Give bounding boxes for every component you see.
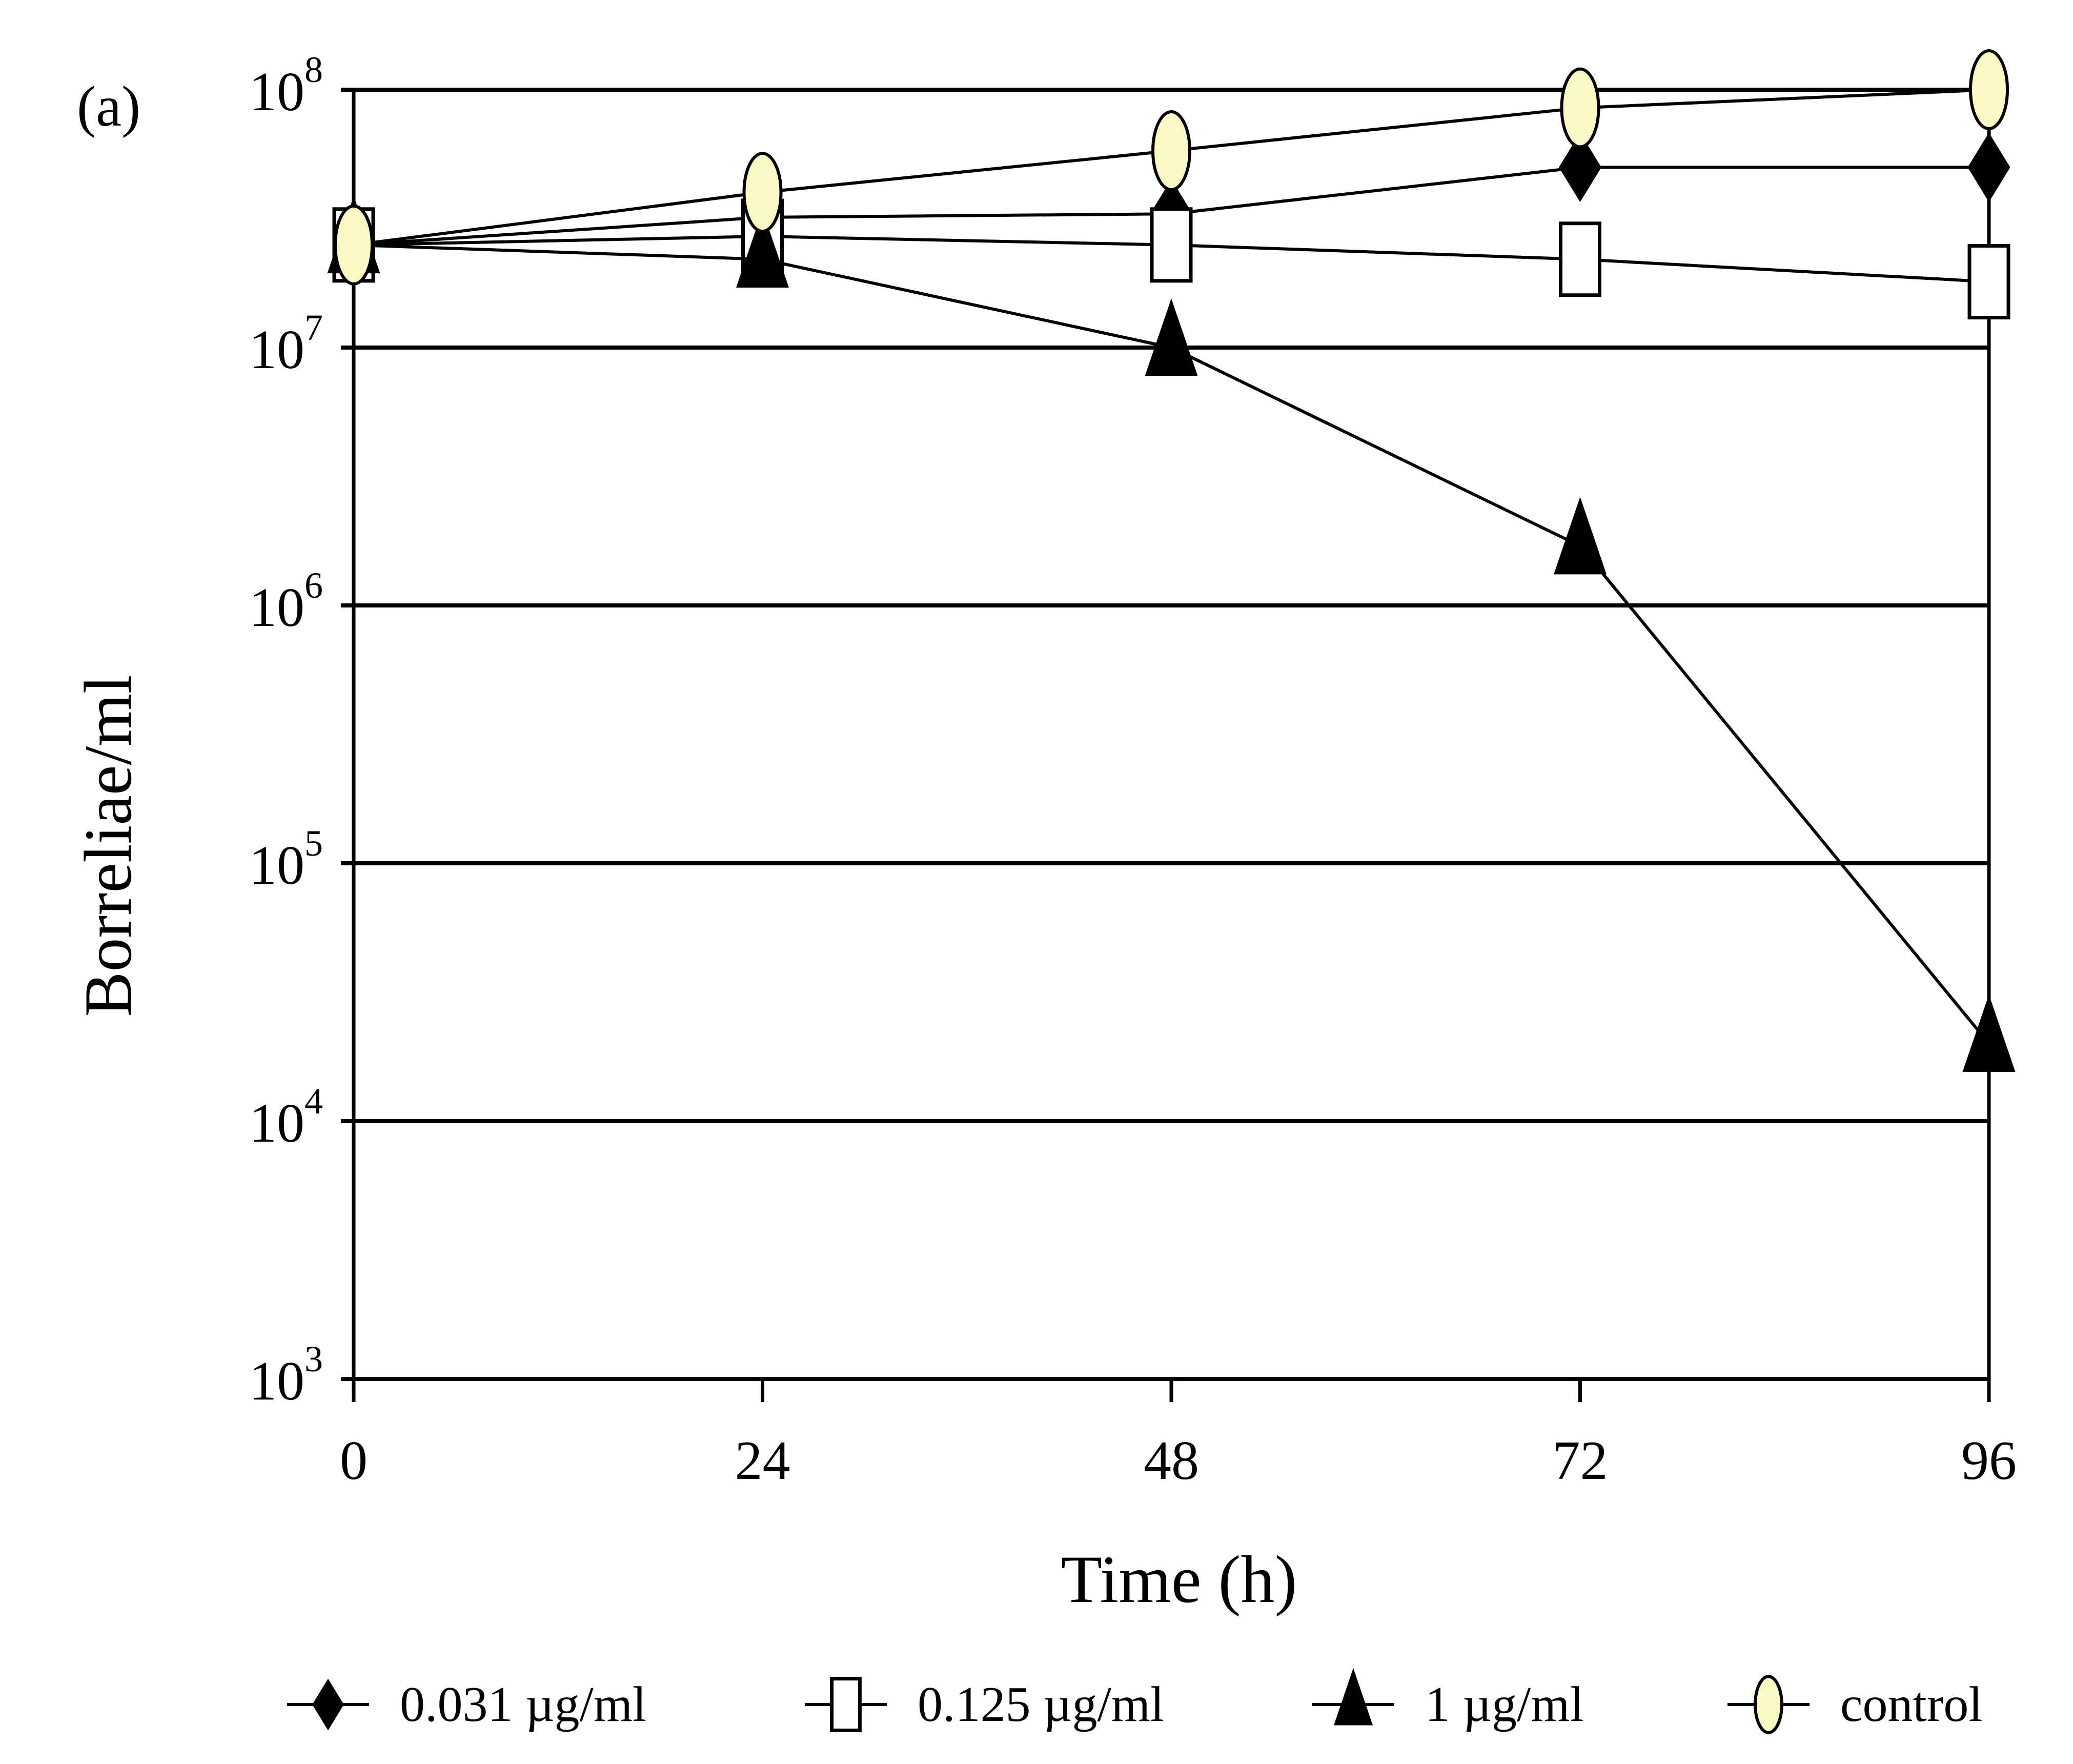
marker-square [1559,221,1601,297]
x-tick-label: 72 [1553,1430,1608,1491]
y-axis-title: Borreliae/ml [70,675,146,1017]
y-tick-exponent: 5 [304,823,323,864]
y-tick-label: 104 [249,1081,323,1154]
y-tick-label: 108 [249,49,323,123]
legend-label: 0.125 µg/ml [918,1677,1164,1732]
legend: 0.031 µg/ml 0.125 µg/ml 1 µg/ml control [287,1668,1983,1734]
marker-diamond [1558,132,1602,202]
x-tick-label: 96 [1961,1430,2017,1491]
y-tick-label: 107 [249,307,323,380]
y-tick-label: 106 [249,565,323,638]
legend-item: 0.125 µg/ml [805,1677,1164,1732]
marker-triangle [1962,994,2016,1072]
marker-ellipse [1560,67,1600,149]
legend-item: 1 µg/ml [1312,1668,1584,1732]
marker-ellipse [334,204,374,286]
marker-square [830,1677,862,1732]
marker-ellipse [1754,1675,1783,1734]
marker-diamond [312,1678,344,1731]
marker-ellipse [1151,110,1191,191]
marker-ellipse [742,152,783,233]
grid-lines [341,88,1989,1381]
legend-item: control [1728,1675,1983,1734]
marker-diamond [1967,132,2010,202]
marker-square [1967,244,2010,320]
y-tick-label: 103 [249,1339,323,1412]
x-tick-label: 48 [1144,1430,1199,1491]
legend-item: 0.031 µg/ml [287,1677,646,1732]
y-tick-base: 10 [249,577,304,638]
y-tick-base: 10 [249,835,304,896]
y-tick-label: 105 [249,823,323,896]
series-ellipse [334,49,2009,286]
marker-square [1150,207,1193,283]
y-tick-base: 10 [249,319,304,380]
y-tick-base: 10 [249,1093,304,1154]
marker-triangle [1145,298,1198,376]
marker-ellipse [1969,49,2009,130]
x-tick-label: 0 [340,1430,368,1491]
panel-label: (a) [77,75,140,138]
legend-label: 0.031 µg/ml [400,1677,646,1732]
y-tick-exponent: 4 [304,1081,323,1122]
series-triangle [327,196,2016,1072]
y-tick-base: 10 [249,62,304,123]
series [327,49,2016,1072]
legend-label: 1 µg/ml [1425,1677,1584,1732]
y-tick-exponent: 8 [304,49,323,90]
marker-triangle [1554,497,1607,575]
y-tick-base: 10 [249,1351,304,1412]
x-axis-title: Time (h) [1061,1542,1297,1617]
y-tick-exponent: 3 [304,1339,323,1380]
y-tick-exponent: 7 [304,307,323,348]
y-tick-exponent: 6 [304,565,323,606]
x-tick-label: 24 [735,1430,790,1491]
legend-label: control [1840,1677,1983,1732]
marker-triangle [736,210,789,288]
x-ticks: 0 24 48 72 96 [340,1379,2017,1491]
marker-triangle [1333,1668,1373,1726]
